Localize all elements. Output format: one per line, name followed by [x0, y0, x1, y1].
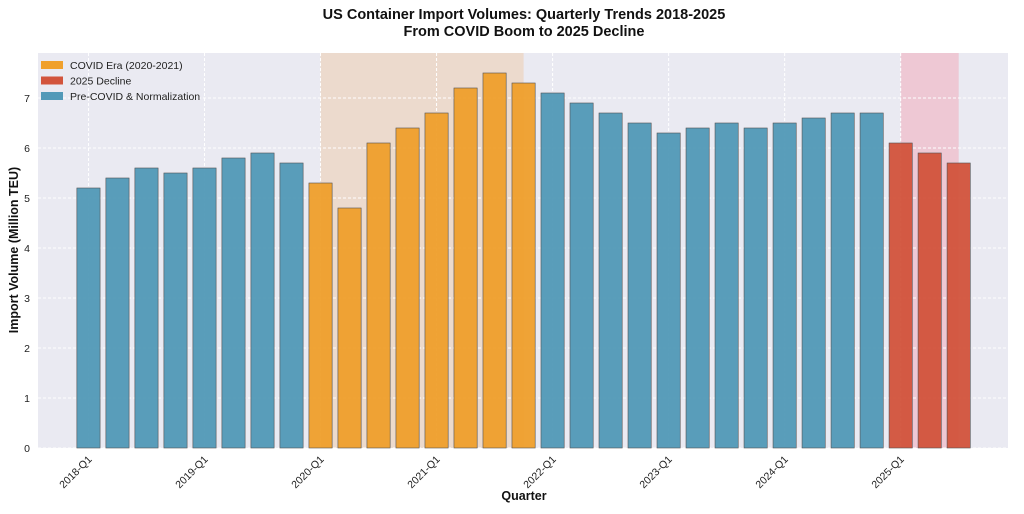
y-tick-label: 7: [24, 93, 30, 105]
x-tick-label: 2025-Q1: [869, 454, 906, 491]
chart-subtitle: From COVID Boom to 2025 Decline: [404, 24, 645, 40]
bar-2022-Q1: [540, 92, 565, 449]
bar-2025-Q2: [917, 152, 942, 449]
x-axis-label: Quarter: [501, 489, 546, 503]
bar-2020-Q2: [337, 207, 362, 449]
bar-2023-Q1: [656, 132, 681, 449]
bar-2025-Q1: [888, 142, 913, 449]
bar-2020-Q1: [308, 182, 333, 449]
bar-2024-Q2: [801, 117, 826, 449]
bar-2020-Q4: [395, 127, 420, 449]
bar-2021-Q4: [511, 82, 536, 449]
y-tick-label: 5: [24, 193, 30, 205]
legend-swatch-pre: [41, 92, 63, 100]
bar-2024-Q4: [859, 112, 884, 449]
x-tick-label: 2022-Q1: [521, 454, 558, 491]
legend-label-decline: 2025 Decline: [70, 76, 131, 88]
legend-swatch-decline: [41, 76, 63, 85]
bar-2020-Q3: [366, 142, 391, 449]
bar-2023-Q4: [743, 127, 768, 449]
bar-2019-Q2: [221, 157, 246, 449]
bar-2021-Q2: [453, 87, 478, 449]
x-tick-label: 2018-Q1: [57, 454, 94, 491]
bar-2024-Q1: [772, 122, 797, 449]
bar-2024-Q3: [830, 112, 855, 449]
bar-2022-Q2: [569, 102, 594, 449]
bar-2019-Q4: [279, 162, 304, 449]
y-tick-label: 0: [24, 443, 30, 455]
y-tick-label: 1: [24, 393, 30, 405]
chart-title: US Container Import Volumes: Quarterly T…: [323, 7, 726, 23]
y-axis-label: Import Volume (Million TEU): [7, 167, 21, 333]
bar-2018-Q1: [76, 187, 101, 449]
legend-label-covid: COVID Era (2020-2021): [70, 60, 183, 72]
y-tick-label: 6: [24, 143, 30, 155]
bar-2023-Q2: [685, 127, 710, 449]
x-tick-label: 2024-Q1: [753, 454, 790, 491]
y-tick-label: 3: [24, 293, 30, 305]
bar-2022-Q3: [598, 112, 623, 449]
bar-2018-Q2: [105, 177, 130, 449]
bar-2019-Q3: [250, 152, 275, 449]
bar-2022-Q4: [627, 122, 652, 449]
x-tick-label: 2019-Q1: [173, 454, 210, 491]
bar-2019-Q1: [192, 167, 217, 449]
bar-2018-Q4: [163, 172, 188, 449]
legend-swatch-covid: [41, 61, 63, 69]
legend-label-pre: Pre-COVID & Normalization: [70, 91, 200, 103]
x-tick-label: 2021-Q1: [405, 454, 442, 491]
x-tick-label: 2020-Q1: [289, 454, 326, 491]
x-tick-label: 2023-Q1: [637, 454, 674, 491]
bar-2025-Q3: [946, 162, 971, 449]
bar-2018-Q3: [134, 167, 159, 449]
bar-2023-Q3: [714, 122, 739, 449]
bar-2021-Q3: [482, 72, 507, 449]
y-tick-label: 2: [24, 343, 30, 355]
bar-2021-Q1: [424, 112, 449, 449]
y-tick-label: 4: [24, 243, 30, 255]
